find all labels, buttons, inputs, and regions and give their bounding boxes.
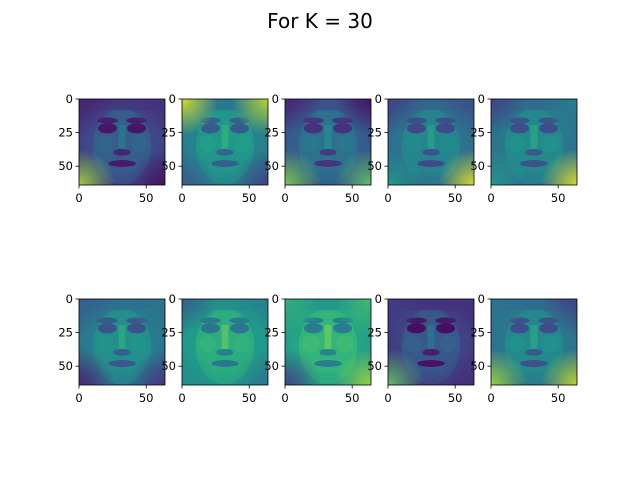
y-tick-label-3-1: 25 [264,126,279,140]
face-image-1 [79,99,165,185]
x-tick-label-6-1: 50 [139,391,154,405]
y-tick-label-5-0: 0 [478,92,485,106]
x-tick-label-1-1: 50 [139,191,154,205]
figure-title: For K = 30 [267,9,373,33]
x-tick-label-6-0: 0 [75,391,82,405]
face-image-4 [388,99,474,185]
face-image-8 [285,299,371,385]
x-tick-label-5-1: 50 [551,191,566,205]
x-tick-label-4-0: 0 [384,191,391,205]
face-panel-8: 0 25 50 0 50 [264,292,372,405]
y-tick-label-10-2: 50 [470,359,485,373]
y-tick-label-1-1: 25 [58,126,73,140]
axes-frame-1 [78,98,166,186]
face-image-6 [79,299,165,385]
y-tick-label-2-1: 25 [161,126,176,140]
y-tick-label-10-0: 0 [478,292,485,306]
x-tick-label-2-0: 0 [178,191,185,205]
y-tick-label-9-2: 50 [367,359,382,373]
face-panel-5: 0 25 50 0 50 [470,92,578,205]
x-tick-label-4-1: 50 [448,191,463,205]
face-panel-10: 0 25 50 0 50 [470,292,578,405]
x-tick-label-5-0: 0 [487,191,494,205]
axes-frame-6 [78,298,166,386]
y-tick-label-1-2: 50 [58,159,73,173]
y-tick-label-4-0: 0 [375,92,382,106]
face-panel-4: 0 25 50 0 50 [367,92,475,205]
y-tick-label-7-0: 0 [169,292,176,306]
face-panel-2: 0 25 50 0 50 [161,92,269,205]
axes-frame-2 [181,98,269,186]
face-image-5 [491,99,577,185]
x-tick-label-9-1: 50 [448,391,463,405]
y-tick-label-3-2: 50 [264,159,279,173]
x-tick-label-3-1: 50 [345,191,360,205]
face-image-3 [285,99,371,185]
axes-frame-3 [284,98,372,186]
y-tick-label-2-2: 50 [161,159,176,173]
axes-frame-5 [490,98,578,186]
x-tick-label-1-0: 0 [75,191,82,205]
x-tick-label-8-1: 50 [345,391,360,405]
face-panel-9: 0 25 50 0 50 [367,292,475,405]
x-tick-label-8-0: 0 [281,391,288,405]
axes-frame-4 [387,98,475,186]
y-tick-label-7-1: 25 [161,326,176,340]
y-tick-label-9-1: 25 [367,326,382,340]
y-tick-label-5-2: 50 [470,159,485,173]
axes-frame-10 [490,298,578,386]
face-panel-7: 0 25 50 0 50 [161,292,269,405]
panels-grid: 0 25 50 0 50 0 25 50 0 50 0 25 50 0 50 0 25 50 0 50 0 25 50 0 50… [58,92,578,405]
y-tick-label-8-1: 25 [264,326,279,340]
face-panel-1: 0 25 50 0 50 [58,92,166,205]
y-tick-label-9-0: 0 [375,292,382,306]
face-image-2 [182,99,268,185]
x-tick-label-7-0: 0 [178,391,185,405]
x-tick-label-10-0: 0 [487,391,494,405]
x-tick-label-2-1: 50 [242,191,257,205]
face-image-7 [182,299,268,385]
axes-frame-9 [387,298,475,386]
axes-frame-7 [181,298,269,386]
y-tick-label-3-0: 0 [272,92,279,106]
y-tick-label-8-2: 50 [264,359,279,373]
y-tick-label-6-1: 25 [58,326,73,340]
y-tick-label-6-0: 0 [66,292,73,306]
face-image-9 [388,299,474,385]
y-tick-label-1-0: 0 [66,92,73,106]
x-tick-label-10-1: 50 [551,391,566,405]
y-tick-label-10-1: 25 [470,326,485,340]
face-panel-3: 0 25 50 0 50 [264,92,372,205]
y-tick-label-2-0: 0 [169,92,176,106]
x-tick-label-7-1: 50 [242,391,257,405]
y-tick-label-7-2: 50 [161,359,176,373]
y-tick-label-6-2: 50 [58,359,73,373]
y-tick-label-4-2: 50 [367,159,382,173]
x-tick-label-9-0: 0 [384,391,391,405]
axes-frame-8 [284,298,372,386]
y-tick-label-8-0: 0 [272,292,279,306]
x-tick-label-3-0: 0 [281,191,288,205]
y-tick-label-4-1: 25 [367,126,382,140]
face-panel-6: 0 25 50 0 50 [58,292,166,405]
face-image-10 [491,299,577,385]
y-tick-label-5-1: 25 [470,126,485,140]
